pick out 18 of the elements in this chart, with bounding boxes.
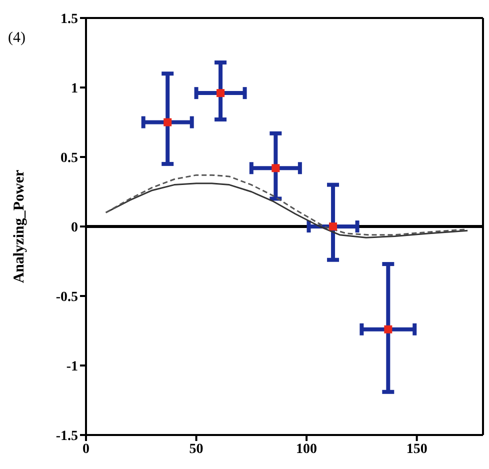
y-tick-label: -1.5 xyxy=(56,428,78,444)
point xyxy=(216,89,225,98)
y-tick-label: 0 xyxy=(71,220,78,236)
y-tick-label: 1 xyxy=(71,81,78,96)
x-tick-label: 50 xyxy=(189,442,204,457)
x-tick-label: 0 xyxy=(82,442,90,457)
point xyxy=(164,118,172,126)
point xyxy=(384,325,392,334)
y-tick-label: -1 xyxy=(66,359,78,374)
point xyxy=(272,164,280,172)
y-axis-title: Analyzing_Power xyxy=(11,170,28,284)
point xyxy=(329,222,338,230)
y-tick-label: 0.5 xyxy=(60,150,78,166)
text: (4) xyxy=(8,30,26,47)
x-tick-label: 100 xyxy=(296,442,318,457)
x-tick-label: 150 xyxy=(406,442,428,457)
y-tick-label: -0.5 xyxy=(56,290,78,305)
y-tick-label: 1.5 xyxy=(60,12,78,27)
